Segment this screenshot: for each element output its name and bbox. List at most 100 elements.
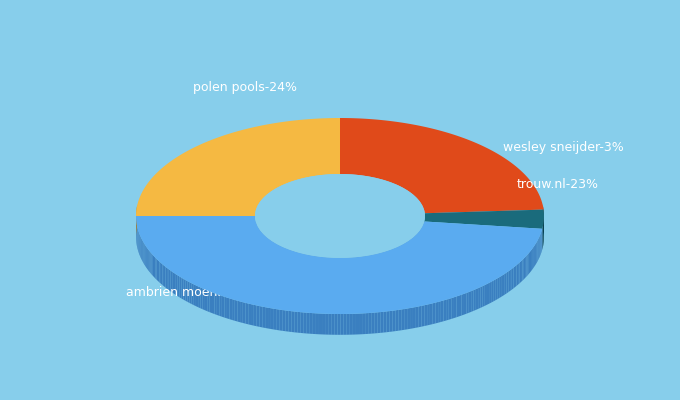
Polygon shape [365, 313, 369, 334]
Polygon shape [384, 252, 386, 273]
Polygon shape [321, 257, 322, 278]
Polygon shape [274, 242, 275, 264]
Polygon shape [153, 255, 154, 277]
Polygon shape [335, 258, 337, 279]
Polygon shape [464, 293, 466, 315]
Polygon shape [345, 258, 347, 279]
Polygon shape [174, 273, 176, 295]
Polygon shape [473, 289, 476, 311]
Polygon shape [313, 313, 316, 334]
Polygon shape [148, 250, 150, 272]
Polygon shape [290, 250, 291, 271]
Polygon shape [409, 240, 410, 261]
Polygon shape [371, 313, 374, 334]
Polygon shape [521, 260, 522, 282]
Polygon shape [427, 304, 430, 326]
Polygon shape [143, 242, 144, 264]
Polygon shape [154, 256, 155, 278]
Polygon shape [350, 314, 353, 335]
Polygon shape [536, 242, 537, 264]
Polygon shape [217, 294, 220, 316]
Polygon shape [144, 244, 146, 266]
Polygon shape [341, 314, 343, 335]
Polygon shape [260, 306, 262, 328]
Polygon shape [524, 257, 525, 279]
Polygon shape [320, 257, 321, 278]
Polygon shape [316, 256, 318, 277]
Polygon shape [240, 302, 243, 323]
Polygon shape [313, 256, 315, 277]
Polygon shape [278, 245, 279, 266]
Polygon shape [459, 295, 462, 316]
Polygon shape [383, 252, 384, 273]
Polygon shape [487, 283, 489, 305]
Polygon shape [371, 255, 373, 276]
Polygon shape [331, 258, 333, 279]
Polygon shape [224, 297, 227, 318]
Polygon shape [141, 238, 142, 260]
Polygon shape [449, 298, 452, 320]
Polygon shape [333, 258, 334, 279]
Polygon shape [483, 285, 485, 307]
Polygon shape [286, 310, 288, 332]
Polygon shape [432, 303, 435, 324]
Polygon shape [288, 311, 292, 332]
Polygon shape [377, 312, 380, 333]
Polygon shape [152, 254, 153, 276]
Polygon shape [273, 242, 274, 263]
Polygon shape [503, 274, 505, 296]
Polygon shape [315, 256, 316, 277]
Polygon shape [386, 251, 388, 272]
Polygon shape [287, 249, 288, 270]
Polygon shape [344, 258, 345, 279]
Polygon shape [402, 244, 403, 266]
Polygon shape [167, 268, 169, 290]
Polygon shape [367, 256, 368, 277]
Polygon shape [232, 299, 235, 321]
Polygon shape [318, 256, 319, 278]
Polygon shape [407, 241, 408, 262]
Polygon shape [424, 210, 544, 229]
Text: trouw.nl-23%: trouw.nl-23% [517, 178, 599, 190]
Polygon shape [163, 264, 164, 286]
Polygon shape [169, 269, 171, 291]
Polygon shape [476, 288, 478, 310]
Polygon shape [528, 253, 529, 275]
Polygon shape [394, 248, 396, 269]
Polygon shape [341, 258, 343, 279]
Polygon shape [513, 266, 515, 288]
Polygon shape [533, 246, 534, 268]
Polygon shape [325, 314, 328, 335]
Polygon shape [518, 262, 520, 284]
Polygon shape [419, 306, 422, 327]
Polygon shape [390, 249, 392, 270]
Polygon shape [350, 258, 352, 278]
Polygon shape [489, 282, 491, 304]
Polygon shape [446, 299, 449, 320]
Polygon shape [214, 293, 217, 315]
Polygon shape [380, 312, 384, 333]
Polygon shape [309, 255, 310, 276]
Polygon shape [374, 312, 377, 334]
Polygon shape [337, 314, 341, 335]
Polygon shape [155, 258, 156, 280]
Polygon shape [416, 306, 419, 328]
Polygon shape [357, 257, 358, 278]
Polygon shape [408, 241, 409, 262]
Polygon shape [292, 311, 294, 332]
Polygon shape [485, 284, 487, 306]
Polygon shape [340, 258, 341, 279]
Polygon shape [405, 242, 407, 264]
Polygon shape [348, 258, 350, 279]
Polygon shape [212, 292, 214, 314]
Polygon shape [377, 254, 379, 274]
Polygon shape [522, 258, 524, 281]
Polygon shape [295, 252, 296, 273]
Polygon shape [359, 314, 362, 334]
Polygon shape [245, 303, 248, 324]
Polygon shape [262, 307, 265, 328]
Polygon shape [369, 255, 371, 276]
Polygon shape [324, 257, 325, 278]
Polygon shape [441, 300, 443, 322]
Polygon shape [462, 294, 464, 316]
